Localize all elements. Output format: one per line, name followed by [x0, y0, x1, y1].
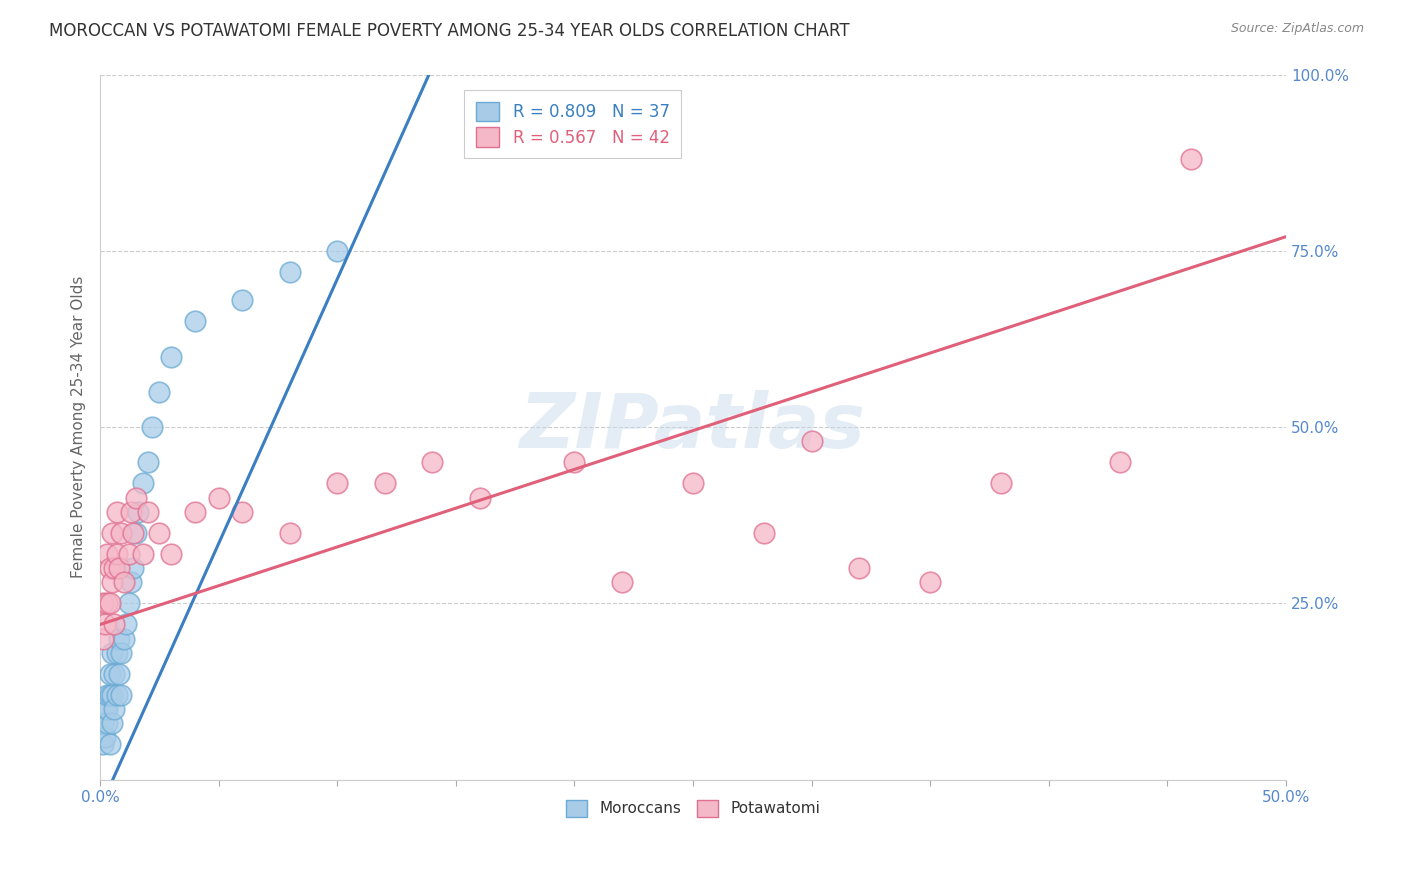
- Point: [105, 646, 128, 660]
- Point: [148, 384, 170, 399]
- Point: [117, 596, 139, 610]
- Point: [101, 525, 124, 540]
- Point: [103, 617, 125, 632]
- Point: [1109, 455, 1132, 469]
- Point: [122, 525, 145, 540]
- Point: [682, 476, 704, 491]
- Point: [754, 525, 776, 540]
- Point: [101, 646, 124, 660]
- Point: [231, 293, 253, 307]
- Point: [990, 476, 1012, 491]
- Point: [610, 575, 633, 590]
- Point: [184, 505, 207, 519]
- Point: [141, 420, 163, 434]
- Point: [122, 561, 145, 575]
- Point: [278, 525, 301, 540]
- Point: [91, 737, 114, 751]
- Point: [112, 575, 135, 590]
- Point: [132, 476, 155, 491]
- Point: [148, 525, 170, 540]
- Point: [105, 688, 128, 702]
- Point: [120, 505, 142, 519]
- Point: [1180, 152, 1202, 166]
- Point: [468, 491, 491, 505]
- Point: [108, 561, 131, 575]
- Point: [326, 476, 349, 491]
- Point: [105, 547, 128, 561]
- Text: ZIPatlas: ZIPatlas: [520, 390, 866, 464]
- Point: [160, 547, 183, 561]
- Point: [115, 617, 138, 632]
- Point: [110, 688, 132, 702]
- Point: [91, 716, 114, 731]
- Point: [91, 632, 114, 646]
- Point: [136, 505, 159, 519]
- Point: [278, 265, 301, 279]
- Point: [184, 314, 207, 328]
- Point: [96, 596, 118, 610]
- Point: [800, 434, 823, 449]
- Point: [127, 505, 149, 519]
- Point: [108, 666, 131, 681]
- Point: [94, 731, 117, 745]
- Point: [326, 244, 349, 258]
- Point: [108, 632, 131, 646]
- Point: [120, 575, 142, 590]
- Point: [94, 617, 117, 632]
- Point: [110, 646, 132, 660]
- Point: [98, 596, 121, 610]
- Point: [105, 505, 128, 519]
- Point: [103, 561, 125, 575]
- Point: [117, 547, 139, 561]
- Point: [91, 596, 114, 610]
- Point: [125, 491, 148, 505]
- Point: [110, 525, 132, 540]
- Point: [420, 455, 443, 469]
- Point: [94, 702, 117, 716]
- Y-axis label: Female Poverty Among 25-34 Year Olds: Female Poverty Among 25-34 Year Olds: [72, 276, 86, 578]
- Text: Source: ZipAtlas.com: Source: ZipAtlas.com: [1230, 22, 1364, 36]
- Point: [101, 716, 124, 731]
- Point: [98, 666, 121, 681]
- Point: [374, 476, 396, 491]
- Point: [98, 561, 121, 575]
- Point: [920, 575, 942, 590]
- Point: [96, 688, 118, 702]
- Point: [96, 547, 118, 561]
- Point: [101, 575, 124, 590]
- Point: [160, 350, 183, 364]
- Point: [564, 455, 586, 469]
- Point: [98, 688, 121, 702]
- Point: [125, 525, 148, 540]
- Point: [103, 666, 125, 681]
- Legend: Moroccans, Potawatomi: Moroccans, Potawatomi: [558, 792, 828, 825]
- Point: [96, 702, 118, 716]
- Point: [136, 455, 159, 469]
- Point: [103, 702, 125, 716]
- Point: [848, 561, 870, 575]
- Text: MOROCCAN VS POTAWATOMI FEMALE POVERTY AMONG 25-34 YEAR OLDS CORRELATION CHART: MOROCCAN VS POTAWATOMI FEMALE POVERTY AM…: [49, 22, 849, 40]
- Point: [112, 632, 135, 646]
- Point: [208, 491, 231, 505]
- Point: [132, 547, 155, 561]
- Point: [101, 688, 124, 702]
- Point: [98, 737, 121, 751]
- Point: [96, 716, 118, 731]
- Point: [231, 505, 253, 519]
